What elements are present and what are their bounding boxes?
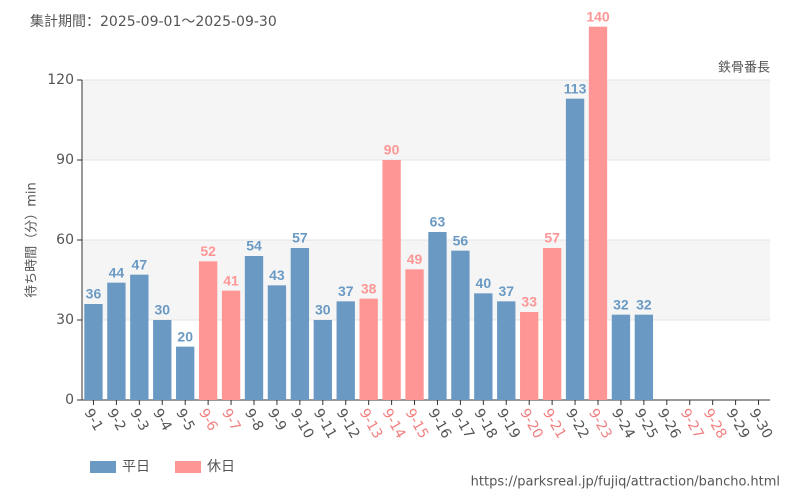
y-tick-label: 120 (47, 72, 74, 88)
x-tick-label: 9-2 (103, 406, 128, 434)
grid-band (82, 240, 770, 320)
bar (130, 274, 149, 400)
x-tick-label: 9-25 (631, 406, 661, 442)
bar (198, 261, 218, 400)
bar (634, 314, 654, 400)
x-tick-label: 9-22 (562, 406, 592, 442)
value-label: 49 (407, 251, 423, 267)
bar (428, 232, 447, 400)
x-tick-label: 9-30 (746, 406, 776, 442)
x-tick-label: 9-19 (493, 406, 523, 442)
x-tick-label: 9-6 (195, 406, 220, 434)
value-label: 40 (476, 275, 492, 291)
value-label: 56 (453, 232, 469, 248)
bar (244, 256, 264, 400)
x-tick-label: 9-4 (149, 406, 174, 434)
value-label: 43 (269, 267, 285, 283)
x-tick-label: 9-28 (700, 406, 730, 442)
bar (542, 248, 562, 400)
y-tick-label: 30 (56, 312, 74, 328)
value-label: 32 (636, 296, 652, 312)
x-tick-label: 9-7 (218, 406, 243, 434)
legend-swatch (90, 461, 116, 473)
bar (290, 248, 310, 400)
legend-label: 平日 (122, 459, 150, 475)
subtitle: 鉄骨番長 (718, 61, 770, 76)
legend-swatch (175, 461, 201, 473)
value-label: 32 (613, 296, 629, 312)
x-tick-label: 9-29 (723, 406, 753, 442)
bar (382, 160, 401, 400)
value-label: 20 (177, 328, 193, 344)
value-label: 140 (586, 8, 610, 24)
value-label: 37 (498, 283, 514, 299)
value-label: 30 (315, 302, 331, 318)
x-tick-label: 9-17 (447, 406, 477, 442)
value-label: 41 (223, 272, 239, 288)
bar (176, 346, 195, 400)
x-tick-label: 9-20 (516, 406, 546, 442)
value-label: 63 (430, 214, 446, 230)
bar (359, 298, 378, 400)
x-tick-label: 9-27 (677, 406, 707, 442)
x-tick-label: 9-11 (310, 406, 340, 442)
y-tick-label: 60 (56, 232, 74, 248)
value-label: 57 (292, 230, 308, 246)
chart-title: 集計期間：2025-09-01～2025-09-30 (30, 13, 277, 30)
x-tick-label: 9-13 (356, 406, 386, 442)
x-tick-label: 9-12 (333, 406, 363, 442)
bar (451, 250, 470, 400)
x-tick-label: 9-8 (241, 406, 266, 434)
value-label: 113 (564, 80, 587, 96)
bar (84, 304, 103, 400)
value-label: 36 (86, 286, 102, 302)
x-tick-label: 9-18 (470, 406, 500, 442)
value-label: 37 (338, 283, 354, 299)
x-tick-label: 9-24 (608, 406, 638, 442)
value-label: 90 (384, 142, 400, 158)
y-tick-label: 90 (56, 152, 74, 168)
x-tick-label: 9-9 (264, 406, 289, 434)
bar (336, 301, 355, 400)
x-tick-label: 9-10 (287, 406, 317, 442)
bar (267, 285, 287, 400)
value-label: 47 (132, 256, 148, 272)
legend-label: 休日 (207, 459, 235, 475)
bar (611, 314, 631, 400)
value-label: 38 (361, 280, 377, 296)
x-tick-label: 9-14 (379, 406, 409, 442)
value-label: 57 (544, 230, 560, 246)
bar (474, 293, 493, 400)
value-label: 54 (246, 238, 262, 254)
value-label: 52 (200, 243, 216, 259)
x-tick-label: 9-5 (172, 406, 197, 434)
bar (405, 269, 424, 400)
x-tick-label: 9-3 (126, 406, 151, 434)
value-label: 33 (521, 294, 537, 310)
bar (107, 282, 126, 400)
x-tick-label: 9-15 (402, 406, 432, 442)
bar (565, 98, 585, 401)
x-tick-label: 9-21 (539, 406, 569, 442)
bar (497, 301, 516, 400)
source: https://parksreal.jp/fujiq/attraction/ba… (471, 475, 780, 490)
x-tick-label: 9-1 (81, 406, 106, 434)
x-tick-label: 9-26 (654, 406, 684, 442)
bar (221, 290, 241, 400)
value-label: 30 (154, 302, 170, 318)
bar (313, 320, 332, 400)
bar (520, 312, 539, 400)
bar (153, 320, 172, 400)
value-label: 44 (109, 264, 125, 280)
bar (588, 26, 608, 401)
x-tick-label: 9-16 (425, 406, 455, 442)
x-tick-label: 9-23 (585, 406, 615, 442)
grid-band (82, 80, 770, 160)
y-axis-label: 待ち時間（分）min (25, 182, 40, 298)
y-tick-label: 0 (65, 392, 74, 408)
